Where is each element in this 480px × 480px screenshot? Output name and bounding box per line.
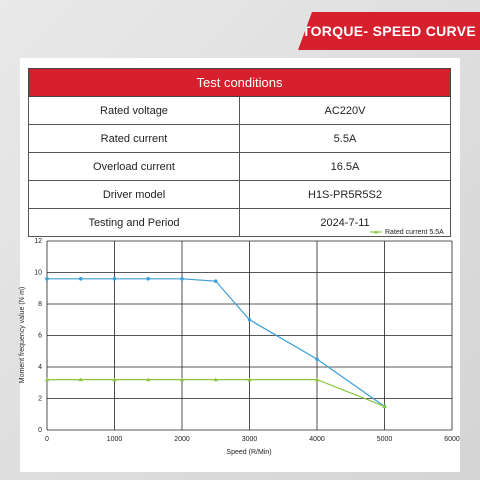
table-row: Rated current 5.5A: [28, 124, 451, 153]
y-tick-label: 10: [34, 269, 42, 276]
table-row: Testing and Period 2024-7-11: [28, 208, 451, 237]
point-marker: [112, 277, 117, 281]
point-marker: [213, 279, 218, 283]
y-tick-label: 0: [38, 427, 42, 434]
legend-marker: [374, 230, 378, 234]
y-tick-label: 12: [34, 238, 42, 245]
point-marker: [382, 404, 387, 408]
point-marker: [78, 377, 83, 382]
point-marker: [112, 377, 117, 382]
y-tick-label: 4: [38, 364, 42, 371]
x-axis-label: Speed (R/Min): [226, 449, 271, 456]
point-marker: [247, 377, 252, 382]
series-line: [47, 278, 385, 407]
x-tick-label: 5000: [377, 436, 393, 443]
x-tick-label: 1000: [107, 436, 123, 443]
y-tick-label: 8: [38, 301, 42, 308]
y-tick-label: 6: [38, 332, 42, 339]
banner-title: TORQUE- SPEED CURVE: [298, 12, 480, 50]
x-tick-label: 6000: [444, 436, 460, 443]
point-marker: [314, 377, 320, 382]
table-cell: 2024-7-11: [239, 208, 451, 237]
x-tick-label: 0: [45, 436, 49, 443]
table-header: Test conditions: [28, 68, 451, 97]
y-tick-label: 2: [38, 395, 42, 402]
legend-label: Rated current 5.5A: [385, 229, 444, 236]
point-marker: [44, 377, 50, 382]
series-line: [47, 379, 385, 407]
conditions-table: Test conditions Rated voltage AC220V Rated…: [28, 68, 451, 237]
point-marker: [146, 377, 151, 382]
panel: Test conditions Rated voltage AC220V Rated…: [20, 58, 460, 472]
point-marker: [180, 277, 184, 281]
point-marker: [247, 317, 252, 322]
table-cell: 5.5A: [239, 124, 451, 153]
x-tick-label: 3000: [242, 436, 258, 443]
table-row: Driver model H1S-PR5R5S2: [28, 180, 451, 209]
point-marker: [78, 277, 83, 281]
table-row: Overload current 16.5A: [28, 152, 451, 181]
point-marker: [45, 277, 49, 281]
table-cell: Testing and Period: [28, 208, 240, 237]
point-marker: [146, 277, 151, 281]
point-marker: [315, 357, 319, 361]
point-marker: [213, 377, 218, 382]
table-cell: AC220V: [239, 96, 451, 125]
table-cell: Overload current: [28, 152, 240, 181]
x-tick-label: 2000: [174, 436, 190, 443]
point-marker: [179, 377, 185, 382]
y-axis-label: Moment frequency value (N·m): [19, 287, 26, 383]
x-tick-label: 4000: [309, 436, 325, 443]
table-body: Rated voltage AC220V Rated current 5.5A Over…: [28, 96, 451, 237]
